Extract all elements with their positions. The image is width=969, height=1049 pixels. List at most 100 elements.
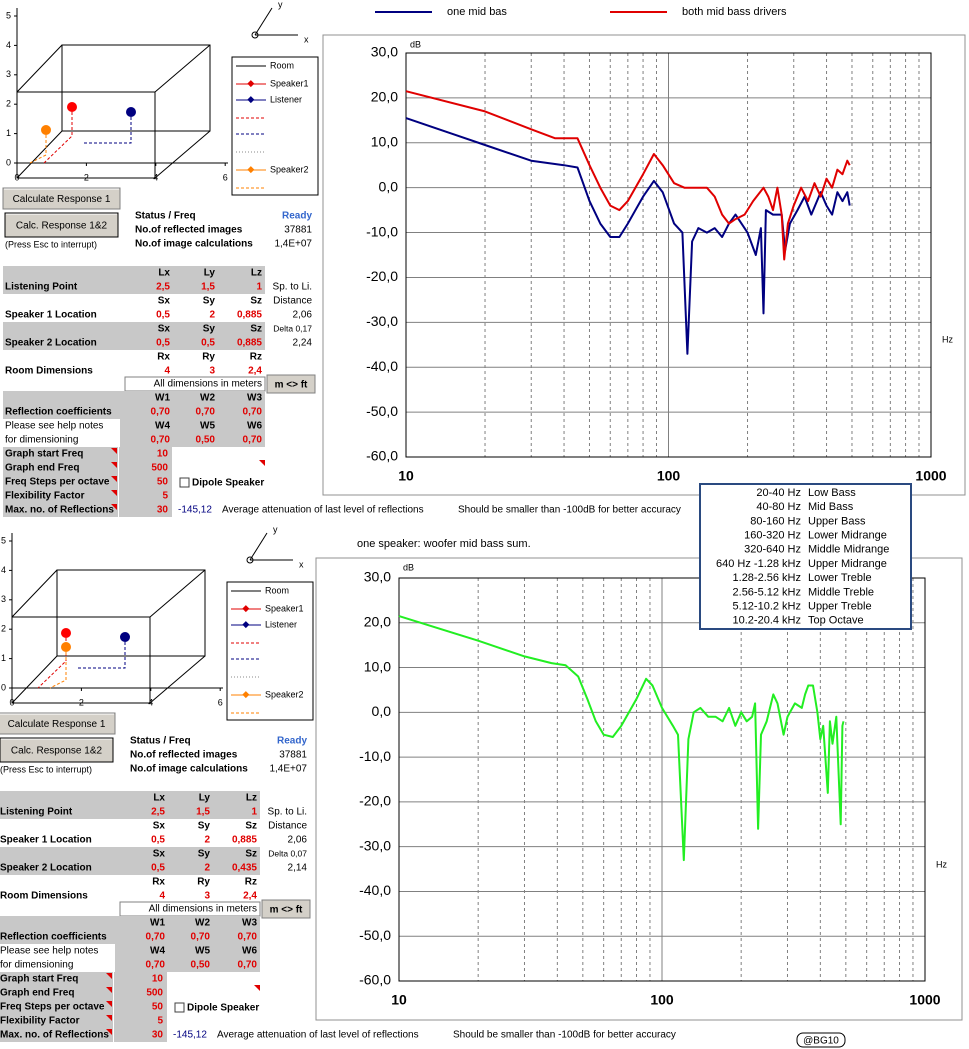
cell-shade <box>0 1028 113 1042</box>
y-tick-label: 3 <box>6 69 11 79</box>
side-value: 2,24 <box>293 338 313 349</box>
button-face[interactable] <box>2 187 121 210</box>
y-tick-label: 10,0 <box>371 133 398 149</box>
checkbox[interactable] <box>179 477 190 488</box>
button-face[interactable] <box>0 737 114 763</box>
parameter-label: Please see help notes <box>5 421 103 432</box>
unit-button[interactable]: m <> ft <box>261 899 311 919</box>
band-range: 20-40 Hz <box>756 487 801 499</box>
room-edge <box>11 569 58 618</box>
band-table-box <box>699 483 912 630</box>
column-header: W3 <box>247 393 262 404</box>
column-header: W6 <box>242 946 257 957</box>
plot-frame <box>405 52 932 458</box>
attenuation-value: -145,12 <box>178 505 212 516</box>
y-tick-label: -60,0 <box>359 972 391 988</box>
parameter-value: 0,70 <box>146 932 166 943</box>
status-label: No.of image calculations <box>135 239 253 250</box>
parameter-label: for dimensioning <box>0 960 73 971</box>
side-header: Delta 0,17 <box>273 323 312 333</box>
button[interactable]: Calc. Response 1&2 <box>4 212 119 238</box>
button-face[interactable] <box>4 212 119 238</box>
y-tick-label: -20,0 <box>366 268 398 284</box>
cell-shade <box>0 861 260 875</box>
setting-label: Flexibility Factor <box>5 491 85 502</box>
y-tick-label: 4 <box>1 565 6 575</box>
button-label: Calc. Response 1&2 <box>11 746 103 757</box>
cell-shade <box>114 972 167 986</box>
parameter-label: Speaker 1 Location <box>0 835 92 846</box>
setting-value: 500 <box>146 988 163 999</box>
cell-shade <box>3 280 265 294</box>
status-value: 1,4E+07 <box>274 239 312 250</box>
projection-line <box>83 112 132 144</box>
band-range: 160-320 Hz <box>744 530 801 542</box>
cell-shade <box>0 1014 113 1028</box>
column-header: W2 <box>195 918 210 929</box>
y-tick-label: 0 <box>1 682 6 692</box>
comment-marker <box>254 985 260 991</box>
button[interactable]: Calculate Response 1 <box>2 187 121 210</box>
band-range: 1.28-2.56 kHz <box>733 572 801 584</box>
setting-label: Graph end Freq <box>5 463 79 474</box>
cell-shade <box>0 1000 113 1014</box>
room-front <box>11 616 151 704</box>
parameter-value: 0,5 <box>201 338 215 349</box>
column-header: Rz <box>250 352 262 363</box>
y-tick-label: 1 <box>1 653 6 663</box>
cell-shade <box>120 433 265 447</box>
parameter-label: Speaker 1 Location <box>5 310 97 321</box>
y-tick-label: -10,0 <box>366 223 398 239</box>
cell-shade <box>0 986 113 1000</box>
speaker2-dot <box>61 642 71 652</box>
x-tick-label: 100 <box>657 468 681 484</box>
room-edge <box>154 130 211 179</box>
band-range: 640 Hz -1.28 kHz <box>716 558 801 570</box>
button-face[interactable] <box>0 712 116 735</box>
projection-line <box>29 130 47 164</box>
attenuation-label: Average attenuation of last level of ref… <box>222 505 424 516</box>
parameter-value: 1,5 <box>201 282 215 293</box>
button[interactable]: Calculate Response 1 <box>0 712 116 735</box>
button-face[interactable] <box>261 899 311 919</box>
setting-label: Max. no. of Reflections <box>0 1030 109 1041</box>
setting-label: Graph start Freq <box>5 449 83 460</box>
legend-label: Speaker1 <box>265 603 304 613</box>
band-name: Low Bass <box>808 487 856 499</box>
column-header: W5 <box>200 421 215 432</box>
column-header: Sx <box>158 296 171 307</box>
chart-title: one speaker: woofer mid bass sum. <box>357 538 531 550</box>
diagram-legend: Room Speaker1 Listener Speaker2 <box>231 56 319 196</box>
cell-shade <box>114 1028 167 1042</box>
legend-box <box>226 581 314 721</box>
cell-shade <box>0 916 260 930</box>
button[interactable]: Calc. Response 1&2 <box>0 737 114 763</box>
attenuation-label: Average attenuation of last level of ref… <box>217 1030 419 1041</box>
checkbox[interactable] <box>174 1002 185 1013</box>
y-tick-label: -10,0 <box>359 748 391 764</box>
column-header: Sz <box>245 849 257 860</box>
button-face[interactable] <box>266 374 316 394</box>
parameter-label: Speaker 2 Location <box>0 863 92 874</box>
unit-button[interactable]: m <> ft <box>266 374 316 394</box>
parameter-value: 2 <box>204 863 210 874</box>
parameter-value: 4 <box>164 366 170 377</box>
cell-shade <box>3 475 118 489</box>
cell-shade <box>3 489 118 503</box>
setting-label: Max. no. of Reflections <box>5 505 114 516</box>
cell-shade <box>115 958 260 972</box>
setting-label: Flexibility Factor <box>0 1016 80 1027</box>
parameter-value: 2,4 <box>248 366 262 377</box>
checkbox-label: Dipole Speaker <box>187 1003 259 1014</box>
y-tick-label: 0 <box>6 157 11 167</box>
y-tick-label: 4 <box>6 40 11 50</box>
y-tick-label: 0,0 <box>379 178 399 194</box>
column-header: Lz <box>251 268 262 279</box>
status-value: Ready <box>277 736 307 747</box>
legend-box <box>231 56 319 196</box>
parameter-value: 2,4 <box>243 891 257 902</box>
parameter-value: 0,5 <box>156 310 170 321</box>
band-range: 5.12-10.2 kHz <box>733 601 801 613</box>
cell-shade <box>0 805 260 819</box>
